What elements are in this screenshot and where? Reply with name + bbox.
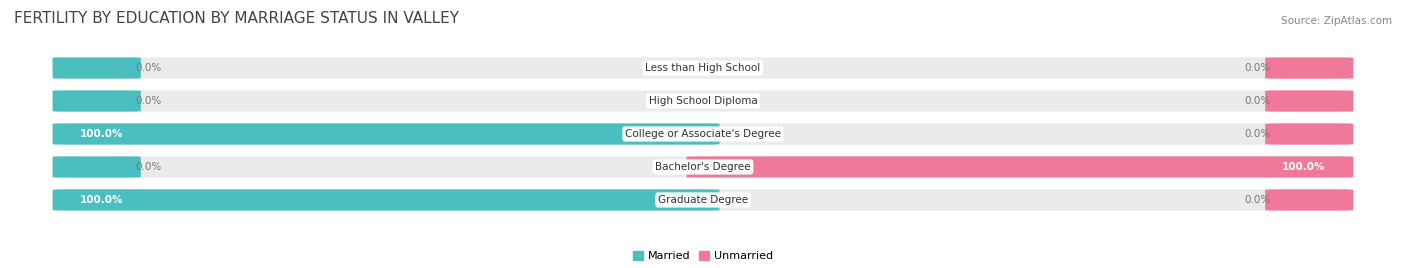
Text: Bachelor's Degree: Bachelor's Degree [655, 162, 751, 172]
FancyBboxPatch shape [52, 156, 141, 178]
FancyBboxPatch shape [52, 189, 1354, 211]
FancyBboxPatch shape [52, 189, 720, 211]
Text: 0.0%: 0.0% [135, 162, 162, 172]
Text: 0.0%: 0.0% [135, 63, 162, 73]
FancyBboxPatch shape [52, 123, 720, 145]
FancyBboxPatch shape [52, 123, 1354, 145]
Text: Less than High School: Less than High School [645, 63, 761, 73]
Text: 100.0%: 100.0% [1282, 162, 1326, 172]
Text: Source: ZipAtlas.com: Source: ZipAtlas.com [1281, 16, 1392, 26]
FancyBboxPatch shape [52, 57, 1354, 79]
FancyBboxPatch shape [1265, 123, 1354, 145]
FancyBboxPatch shape [1265, 90, 1354, 112]
Text: 0.0%: 0.0% [1244, 129, 1271, 139]
Text: Graduate Degree: Graduate Degree [658, 195, 748, 205]
FancyBboxPatch shape [1265, 189, 1354, 211]
Text: 0.0%: 0.0% [1244, 195, 1271, 205]
Text: FERTILITY BY EDUCATION BY MARRIAGE STATUS IN VALLEY: FERTILITY BY EDUCATION BY MARRIAGE STATU… [14, 11, 460, 26]
Text: High School Diploma: High School Diploma [648, 96, 758, 106]
FancyBboxPatch shape [686, 156, 1354, 178]
FancyBboxPatch shape [52, 90, 141, 112]
Text: 0.0%: 0.0% [1244, 96, 1271, 106]
FancyBboxPatch shape [52, 156, 1354, 178]
Text: 100.0%: 100.0% [80, 195, 124, 205]
Text: 0.0%: 0.0% [135, 96, 162, 106]
FancyBboxPatch shape [52, 90, 1354, 112]
FancyBboxPatch shape [1265, 57, 1354, 79]
Text: College or Associate's Degree: College or Associate's Degree [626, 129, 780, 139]
Text: 100.0%: 100.0% [80, 129, 124, 139]
FancyBboxPatch shape [52, 57, 141, 79]
Text: 0.0%: 0.0% [1244, 63, 1271, 73]
Legend: Married, Unmarried: Married, Unmarried [628, 247, 778, 266]
